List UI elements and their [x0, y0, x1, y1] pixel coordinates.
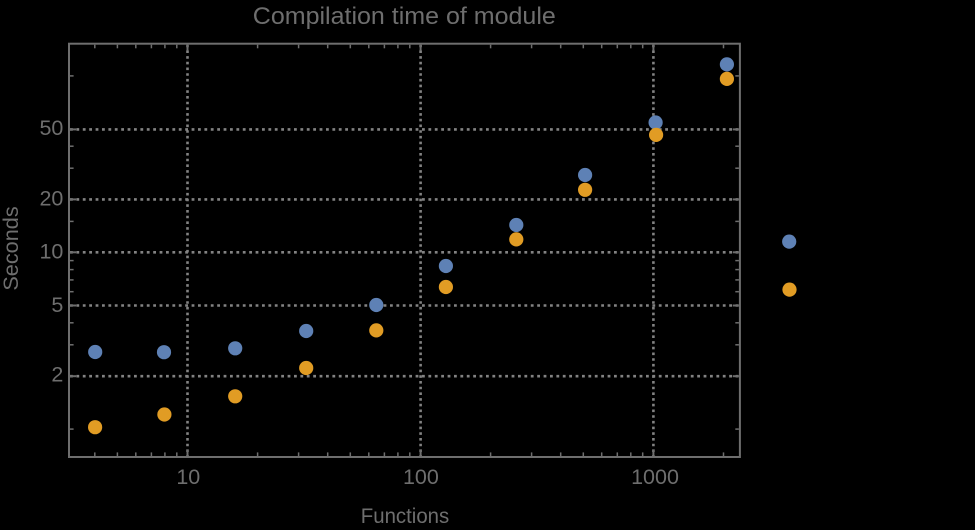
svg-text:10: 10	[176, 465, 200, 489]
svg-text:20: 20	[39, 186, 63, 210]
svg-text:Functions: Functions	[361, 504, 449, 525]
svg-text:1000: 1000	[631, 465, 679, 489]
svg-text:50: 50	[39, 116, 63, 140]
svg-text:100: 100	[403, 465, 439, 489]
svg-text:Seconds: Seconds	[0, 206, 23, 290]
svg-text:Compilation time of module: Compilation time of module	[253, 3, 556, 30]
svg-text:10: 10	[39, 239, 63, 263]
svg-text:5: 5	[51, 293, 63, 317]
svg-text:2: 2	[51, 363, 63, 387]
